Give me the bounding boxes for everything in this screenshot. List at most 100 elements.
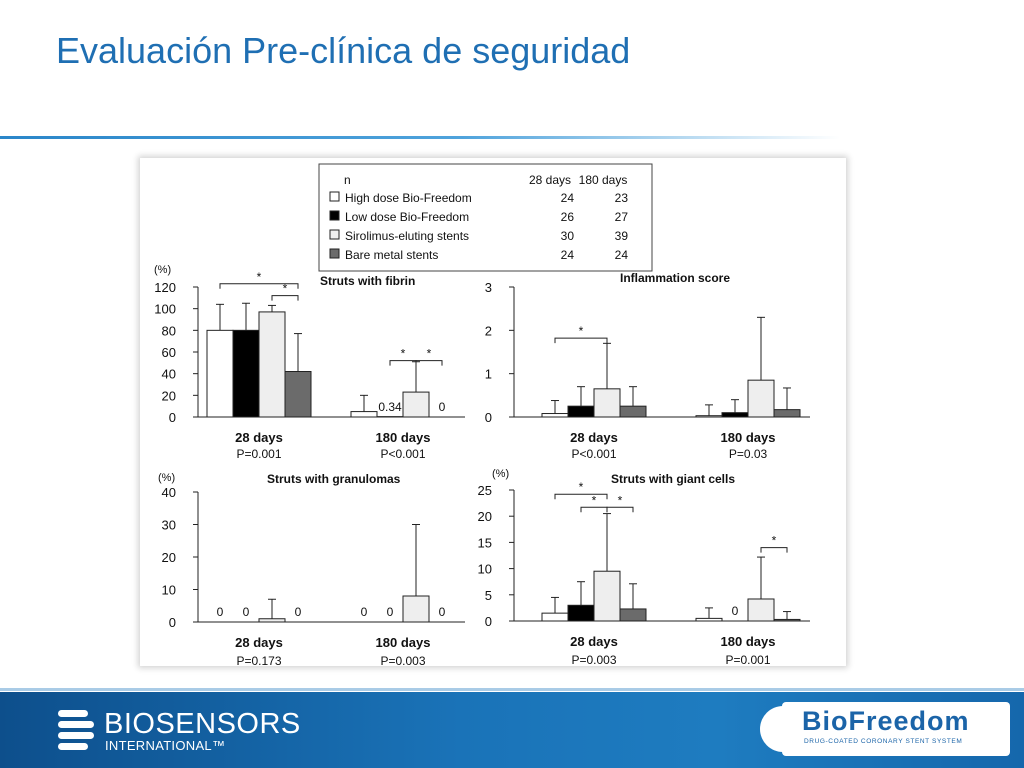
legend-row-180-days: 23 xyxy=(615,191,629,205)
y-tick-label: 20 xyxy=(162,550,176,565)
panel-title: Struts with fibrin xyxy=(320,274,415,288)
p-value-label: P=0.003 xyxy=(380,654,425,666)
legend-row-28-days: 24 xyxy=(561,191,575,205)
legend-col-n: n xyxy=(344,173,351,187)
bar xyxy=(695,617,723,622)
bar xyxy=(258,618,286,623)
legend-col-28-days: 28 days xyxy=(529,173,571,187)
figure-panel: n 28 days 180 days High dose Bio-Freedom 24 2… xyxy=(140,158,846,666)
bar xyxy=(593,388,621,418)
p-value-label: P=0.001 xyxy=(236,447,281,461)
panel-title: Inflammation score xyxy=(620,271,730,285)
title-divider xyxy=(0,136,840,139)
company-subtitle: INTERNATIONAL™ xyxy=(105,738,226,753)
significance-bracket xyxy=(271,295,299,301)
bar xyxy=(402,391,430,418)
bar-value-label: 0 xyxy=(217,605,224,619)
bar xyxy=(284,371,312,418)
legend-row-label: Bare metal stents xyxy=(345,248,438,262)
legend-row-28-days: 30 xyxy=(561,229,575,243)
p-value-label: P=0.03 xyxy=(729,447,768,461)
bar-value-label: 0 xyxy=(387,605,394,619)
significance-star: * xyxy=(618,493,623,507)
significance-bracket xyxy=(415,360,443,366)
y-tick-label: 2 xyxy=(485,323,492,338)
y-tick-label: 3 xyxy=(485,280,492,295)
panel-title: Struts with granulomas xyxy=(267,472,401,486)
y-tick-label: 80 xyxy=(162,323,176,338)
y-tick-label: 10 xyxy=(162,583,176,598)
legend-row-label: Low dose Bio-Freedom xyxy=(345,210,469,224)
legend-row-180-days: 39 xyxy=(615,229,629,243)
y-axis-label: (%) xyxy=(492,468,509,480)
bar-value-label: 0.34 xyxy=(378,400,402,414)
bar xyxy=(567,604,595,622)
x-category-label: 28 days xyxy=(235,430,283,445)
panel-title: Struts with giant cells xyxy=(611,472,735,486)
significance-star: * xyxy=(283,282,288,296)
bar xyxy=(695,415,723,418)
bar-value-label: 0 xyxy=(439,605,446,619)
p-value-label: P=0.003 xyxy=(571,653,616,666)
bar xyxy=(402,595,430,623)
bar-value-label: 0 xyxy=(295,605,302,619)
legend-row-180-days: 24 xyxy=(615,248,629,262)
bar xyxy=(773,409,801,418)
biofreedom-logo-card: BioFreedom DRUG-COATED CORONARY STENT SY… xyxy=(782,702,1010,756)
x-category-label: 28 days xyxy=(235,635,283,650)
legend-row-label: High dose Bio-Freedom xyxy=(345,191,472,205)
legend-row-28-days: 26 xyxy=(561,210,575,224)
bar xyxy=(541,612,569,622)
biosensors-logo: BIOSENSORS INTERNATIONAL™ xyxy=(58,708,301,753)
bar xyxy=(206,329,234,418)
y-tick-label: 1 xyxy=(485,367,492,382)
product-tagline: DRUG-COATED CORONARY STENT SYSTEM xyxy=(804,738,963,745)
bar xyxy=(721,412,749,418)
bar xyxy=(567,405,595,418)
x-category-label: 28 days xyxy=(570,430,618,445)
footer-divider xyxy=(0,688,1024,691)
significance-bracket xyxy=(580,506,608,513)
bar xyxy=(619,608,647,622)
y-axis-label: (%) xyxy=(154,264,171,276)
legend-row-180-days: 27 xyxy=(615,210,629,224)
y-tick-label: 0 xyxy=(485,410,492,425)
y-tick-label: 60 xyxy=(162,345,176,360)
significance-star: * xyxy=(427,347,432,361)
bar xyxy=(747,598,775,622)
bar-value-label: 0 xyxy=(243,605,250,619)
figure-chart-area: n 28 days 180 days High dose Bio-Freedom 24 2… xyxy=(154,163,810,666)
significance-star: * xyxy=(401,347,406,361)
bar-value-label: 0 xyxy=(732,604,739,618)
significance-star: * xyxy=(579,480,584,494)
company-name: BIOSENSORS xyxy=(104,708,301,740)
y-tick-label: 30 xyxy=(162,518,176,533)
x-category-label: 28 days xyxy=(570,634,618,649)
bar xyxy=(619,405,647,418)
legend-row-label: Sirolimus-eluting stents xyxy=(345,229,469,243)
x-category-label: 180 days xyxy=(376,430,431,445)
legend-table-box xyxy=(318,163,653,272)
bar-value-label: 0 xyxy=(439,400,446,414)
legend-col-180-days: 180 days xyxy=(579,173,628,187)
p-value-label: P=0.001 xyxy=(725,653,770,666)
bar-value-label: 0 xyxy=(361,605,368,619)
y-tick-label: 0 xyxy=(169,615,176,630)
significance-bracket xyxy=(606,506,634,513)
bar xyxy=(258,311,286,418)
biosensors-logo-icon xyxy=(58,710,94,750)
significance-bracket xyxy=(554,493,608,500)
y-tick-label: 40 xyxy=(162,485,176,500)
significance-bracket xyxy=(219,283,299,289)
y-axis-label: (%) xyxy=(158,472,175,484)
y-tick-label: 20 xyxy=(162,388,176,403)
significance-star: * xyxy=(772,534,777,548)
p-value-label: P<0.001 xyxy=(380,447,425,461)
x-category-label: 180 days xyxy=(376,635,431,650)
legend-row-28-days: 24 xyxy=(561,248,575,262)
legend-swatch xyxy=(329,229,340,240)
slide-title: Evaluación Pre-clínica de seguridad xyxy=(56,30,631,71)
significance-star: * xyxy=(257,270,262,284)
p-value-label: P<0.001 xyxy=(571,447,616,461)
legend-swatch xyxy=(329,210,340,221)
